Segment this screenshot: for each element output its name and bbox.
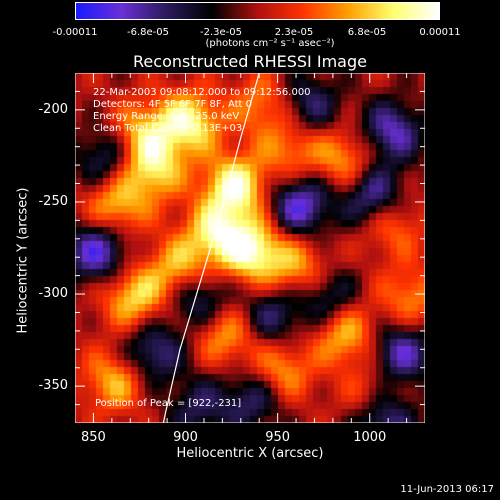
colorbar — [75, 2, 440, 20]
y-axis-title: Heliocentric Y (arcsec) — [15, 187, 31, 334]
date-stamp: 11-Jun-2013 06:17 — [400, 484, 494, 495]
x-axis-title: Heliocentric X (arcsec) — [176, 446, 324, 461]
colorbar-units: (photons cm⁻² s⁻¹ asec⁻²) — [205, 38, 335, 49]
y-tick-label: -350 — [38, 378, 68, 394]
colorbar-tick-label: 2.3e-05 — [274, 27, 314, 38]
colorbar-tick-label: 6.8e-05 — [347, 27, 387, 38]
x-tick-label: 850 — [80, 430, 106, 445]
peak-position-label: Position of Peak = [922,-231] — [95, 398, 242, 409]
colorbar-tick-label: -2.3e-05 — [200, 27, 242, 38]
y-tick-label: -250 — [38, 193, 68, 209]
y-tick-label: -300 — [38, 286, 68, 302]
x-tick-label: 950 — [265, 430, 291, 445]
colorbar-tick-label: -0.00011 — [52, 27, 98, 38]
info-detectors: Detectors: 4F 5F 6F 7F 8F, Att 0 — [93, 99, 253, 110]
solar-limb-curve — [162, 73, 260, 423]
observation-info: 22-Mar-2003 09:08:12.000 to 09:12:56.000… — [93, 87, 311, 135]
x-tick-label: 900 — [173, 430, 198, 445]
chart-title: Reconstructed RHESSI Image — [133, 52, 367, 71]
plot-overlay — [75, 73, 425, 423]
x-tick-label: 1000 — [353, 430, 387, 445]
heatmap-canvas — [75, 73, 425, 423]
colorbar-tick-label: 0.00011 — [419, 27, 461, 38]
axis-ticks — [75, 73, 425, 423]
colorbar-tick-label: -6.8e-05 — [127, 27, 169, 38]
info-counts: Clean Total Counts: 2.13E+03 — [93, 123, 243, 134]
info-energy-range: Energy Range: 6.0 - 25.0 keV — [93, 111, 240, 122]
info-time-range: 22-Mar-2003 09:08:12.000 to 09:12:56.000 — [93, 87, 311, 98]
y-tick-label: -200 — [38, 101, 68, 117]
